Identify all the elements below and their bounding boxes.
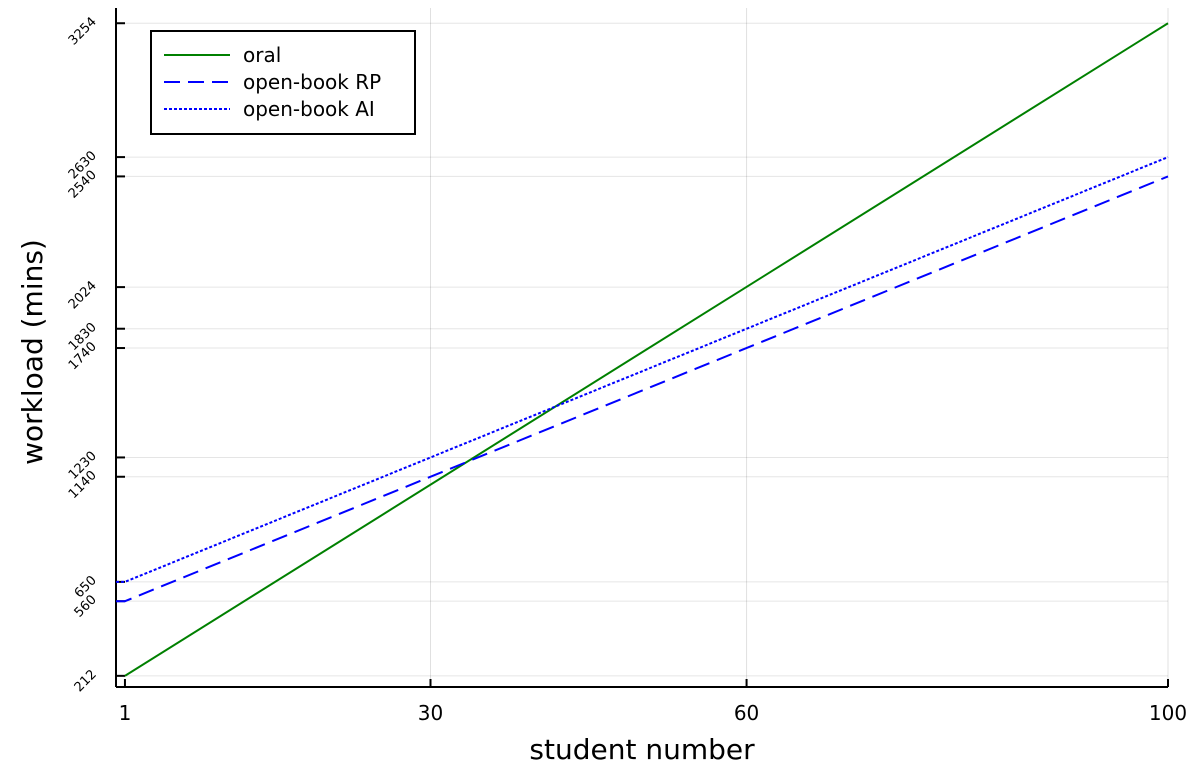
legend-label: oral [243, 43, 281, 67]
x-tick-label: 100 [1149, 701, 1187, 725]
y-tick-label: 3254 [66, 14, 100, 48]
grid [116, 8, 1169, 687]
y-axis-label: workload (mins) [16, 239, 49, 465]
x-axis-label: student number [529, 733, 755, 766]
legend: oral open-book RP open-book AI [150, 30, 416, 135]
legend-label: open-book RP [243, 70, 381, 94]
x-tick-label: 1 [119, 701, 132, 725]
series [116, 22, 1169, 677]
x-tick-label: 30 [418, 701, 443, 725]
y-tick-label: 212 [72, 667, 100, 695]
legend-label: open-book AI [243, 97, 375, 121]
x-tick-label: 60 [734, 701, 759, 725]
series-line-oral [124, 22, 1169, 677]
series-line-open-book-ai [116, 156, 1169, 583]
y-tick-label: 2024 [66, 278, 100, 312]
series-line-open-book-rp [116, 175, 1169, 603]
y-tick-label: 650 [72, 573, 100, 601]
